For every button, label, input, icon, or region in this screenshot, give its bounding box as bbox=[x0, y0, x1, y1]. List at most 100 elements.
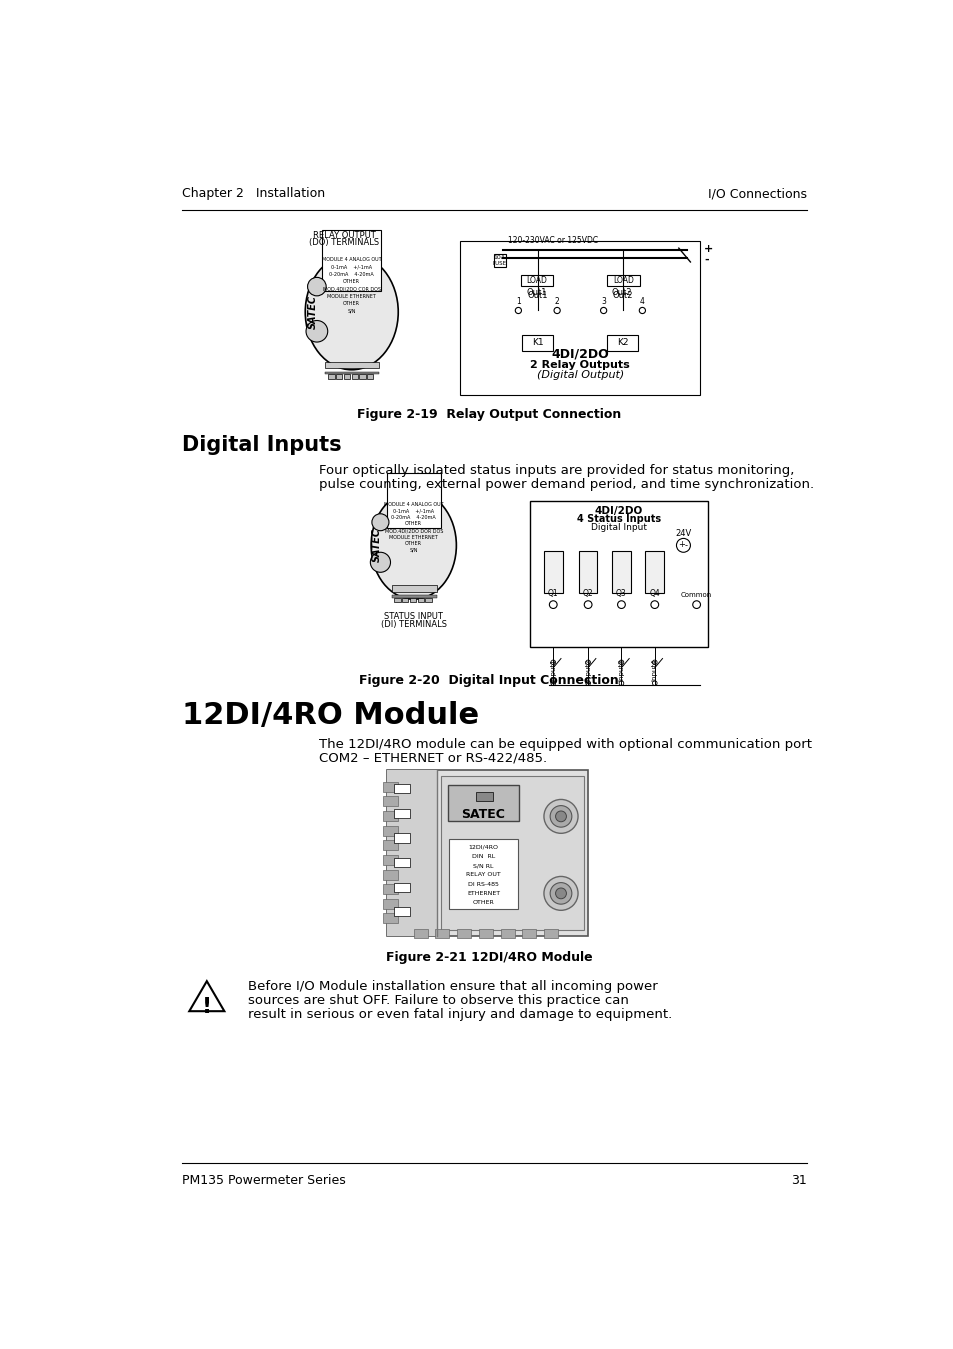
Circle shape bbox=[549, 600, 557, 608]
Bar bbox=[324, 362, 378, 368]
Text: 12DI/4RO Module: 12DI/4RO Module bbox=[182, 701, 478, 730]
Circle shape bbox=[550, 681, 555, 685]
Bar bbox=[359, 375, 365, 379]
Bar bbox=[521, 929, 536, 938]
Text: pulse counting, external power demand period, and time synchronization.: pulse counting, external power demand pe… bbox=[319, 479, 814, 491]
Circle shape bbox=[550, 805, 571, 827]
Text: Q4: Q4 bbox=[649, 590, 659, 599]
Text: ETHERNET: ETHERNET bbox=[466, 890, 499, 896]
Bar bbox=[394, 908, 410, 916]
Text: LOAD: LOAD bbox=[526, 277, 547, 285]
Bar bbox=[410, 598, 416, 602]
Bar bbox=[645, 550, 663, 594]
Bar bbox=[578, 550, 597, 594]
Text: 10A: 10A bbox=[494, 255, 505, 259]
Text: +: + bbox=[703, 244, 713, 254]
Text: Before I/O Module installation ensure that all incoming power: Before I/O Module installation ensure th… bbox=[248, 981, 657, 993]
Text: Figure 2-21 12DI/4RO Module: Figure 2-21 12DI/4RO Module bbox=[385, 951, 592, 965]
Circle shape bbox=[676, 538, 690, 552]
Bar bbox=[367, 375, 373, 379]
Circle shape bbox=[652, 681, 657, 685]
Text: +: + bbox=[677, 540, 684, 549]
Circle shape bbox=[617, 600, 624, 608]
Text: 1: 1 bbox=[516, 297, 520, 306]
Text: RELAY OUT: RELAY OUT bbox=[466, 873, 500, 877]
Text: 31: 31 bbox=[790, 1175, 806, 1187]
Bar bbox=[392, 595, 436, 598]
Text: Digital Input: Digital Input bbox=[591, 523, 646, 532]
Bar bbox=[530, 500, 707, 648]
Text: (Digital Output): (Digital Output) bbox=[537, 370, 623, 380]
Circle shape bbox=[652, 660, 657, 665]
Bar bbox=[367, 251, 373, 256]
Text: MODULE ETHERNET: MODULE ETHERNET bbox=[327, 294, 375, 298]
Text: MOD.4DI/2DO COR DOS: MOD.4DI/2DO COR DOS bbox=[322, 286, 380, 291]
Bar bbox=[440, 776, 583, 929]
Bar bbox=[425, 598, 431, 602]
Bar bbox=[326, 256, 376, 258]
Bar bbox=[521, 335, 553, 351]
Bar bbox=[335, 375, 342, 379]
Bar bbox=[352, 375, 357, 379]
Text: Chapter 2   Installation: Chapter 2 Installation bbox=[182, 188, 325, 201]
Text: (DO) TERMINALS: (DO) TERMINALS bbox=[309, 239, 378, 247]
Bar bbox=[344, 251, 350, 256]
Circle shape bbox=[650, 600, 658, 608]
Bar bbox=[425, 498, 431, 502]
Bar bbox=[392, 507, 436, 511]
Text: OTHER: OTHER bbox=[405, 522, 422, 526]
Text: Figure 2-20  Digital Input Connection: Figure 2-20 Digital Input Connection bbox=[358, 674, 618, 687]
Bar bbox=[493, 254, 505, 267]
Bar bbox=[394, 834, 410, 843]
Text: Four optically isolated status inputs are provided for status monitoring,: Four optically isolated status inputs ar… bbox=[319, 464, 794, 478]
Bar bbox=[322, 229, 381, 291]
Circle shape bbox=[583, 600, 592, 608]
Bar bbox=[394, 598, 400, 602]
Text: S/N: S/N bbox=[409, 548, 417, 553]
Text: 0-1mA    +/-1mA: 0-1mA +/-1mA bbox=[393, 509, 434, 514]
Circle shape bbox=[555, 888, 566, 898]
Bar bbox=[435, 929, 449, 938]
Circle shape bbox=[550, 882, 571, 904]
Ellipse shape bbox=[371, 491, 456, 599]
Bar bbox=[352, 251, 357, 256]
Text: OTHER: OTHER bbox=[405, 541, 422, 546]
Text: 2 Relay Outputs: 2 Relay Outputs bbox=[530, 360, 630, 370]
Circle shape bbox=[639, 308, 645, 313]
Text: Figure 2-19  Relay Output Connection: Figure 2-19 Relay Output Connection bbox=[356, 409, 620, 421]
Circle shape bbox=[618, 660, 623, 665]
Text: DI RS-485: DI RS-485 bbox=[468, 882, 498, 886]
Circle shape bbox=[370, 552, 390, 572]
Circle shape bbox=[554, 308, 559, 313]
Text: Out1: Out1 bbox=[526, 289, 547, 297]
Bar bbox=[394, 808, 410, 817]
Bar bbox=[344, 375, 350, 379]
Circle shape bbox=[306, 321, 328, 343]
Text: MODULE ETHERNET: MODULE ETHERNET bbox=[389, 534, 437, 540]
Bar bbox=[382, 781, 397, 792]
Text: Input3: Input3 bbox=[618, 658, 624, 681]
Bar bbox=[386, 770, 436, 936]
Bar bbox=[386, 473, 440, 529]
Circle shape bbox=[372, 514, 389, 530]
Text: Q2: Q2 bbox=[582, 590, 593, 599]
Bar bbox=[328, 251, 335, 256]
Bar bbox=[448, 839, 517, 909]
Bar bbox=[382, 811, 397, 822]
Text: 0-20mA    4-20mA: 0-20mA 4-20mA bbox=[391, 515, 436, 519]
Text: Q1: Q1 bbox=[547, 590, 558, 599]
Text: Digital Inputs: Digital Inputs bbox=[182, 436, 341, 455]
Text: OTHER: OTHER bbox=[472, 900, 494, 905]
Text: MOD.4DI/2DO DOR DOS: MOD.4DI/2DO DOR DOS bbox=[384, 527, 442, 533]
Text: (DI) TERMINALS: (DI) TERMINALS bbox=[380, 621, 446, 629]
Text: SATEC: SATEC bbox=[308, 295, 317, 329]
Text: K2: K2 bbox=[617, 339, 628, 347]
Text: -: - bbox=[683, 541, 686, 550]
Bar bbox=[478, 929, 493, 938]
Bar bbox=[359, 251, 365, 256]
Circle shape bbox=[515, 308, 521, 313]
Text: 120-230VAC or 125VDC: 120-230VAC or 125VDC bbox=[508, 236, 598, 246]
Bar bbox=[382, 913, 397, 924]
Text: 24V: 24V bbox=[675, 529, 691, 537]
Text: S/N RL: S/N RL bbox=[473, 863, 494, 869]
